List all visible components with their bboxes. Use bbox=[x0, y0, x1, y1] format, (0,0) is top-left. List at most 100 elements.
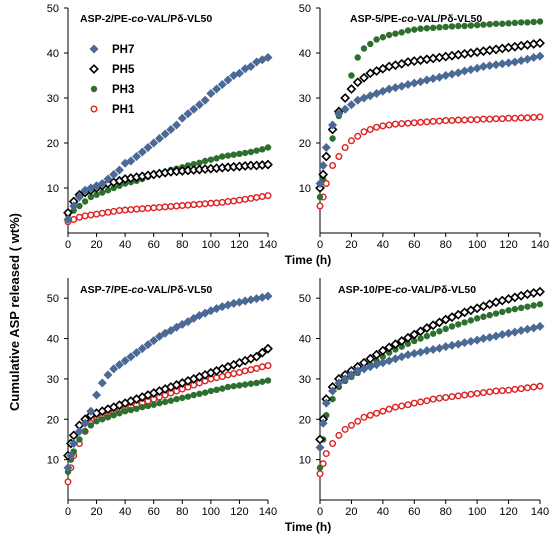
data-point-ph7 bbox=[114, 165, 124, 175]
data-point-ph3 bbox=[316, 464, 324, 471]
data-point-ph1 bbox=[385, 405, 393, 413]
data-point-ph3 bbox=[236, 150, 243, 157]
data-point-ph1 bbox=[138, 205, 146, 213]
data-point-ph1 bbox=[335, 431, 343, 439]
data-point-ph3 bbox=[524, 303, 531, 310]
data-point-ph1 bbox=[347, 421, 355, 429]
data-point-ph3 bbox=[156, 399, 163, 407]
data-point-ph7 bbox=[447, 340, 457, 350]
data-point-ph1 bbox=[230, 370, 238, 378]
data-point-ph3 bbox=[247, 380, 255, 387]
data-point-ph3 bbox=[536, 301, 544, 308]
data-point-ph7 bbox=[143, 143, 153, 152]
data-point-ph3 bbox=[429, 330, 437, 337]
data-point-ph1 bbox=[150, 204, 158, 212]
data-point-ph3 bbox=[411, 337, 418, 345]
data-point-ph1 bbox=[467, 116, 475, 124]
data-point-ph1 bbox=[536, 382, 544, 390]
data-point-ph1 bbox=[505, 114, 513, 122]
data-point-ph7 bbox=[535, 51, 545, 61]
legend: PH7 PH5 PH3 PH1 bbox=[89, 44, 135, 116]
data-point-ph7 bbox=[126, 156, 136, 166]
x-tick-label: 100 bbox=[202, 239, 220, 251]
data-point-ph3 bbox=[429, 24, 437, 31]
data-point-ph3 bbox=[385, 349, 393, 356]
data-point-ph1 bbox=[127, 206, 135, 214]
data-point-ph1 bbox=[410, 399, 418, 407]
data-point-ph1 bbox=[213, 199, 221, 207]
data-point-ph3 bbox=[173, 395, 180, 403]
data-point-ph7 bbox=[172, 120, 182, 130]
data-point-ph7 bbox=[466, 65, 476, 75]
data-point-ph3 bbox=[247, 148, 255, 156]
data-point-ph7 bbox=[200, 95, 210, 105]
data-point-ph3 bbox=[492, 310, 500, 317]
series-ph1 bbox=[316, 113, 544, 210]
y-tick-label: 10 bbox=[299, 183, 311, 195]
data-point-ph7 bbox=[504, 328, 514, 338]
data-point-ph3 bbox=[436, 24, 443, 31]
data-point-ph1 bbox=[423, 397, 431, 405]
data-point-ph1 bbox=[360, 413, 368, 421]
data-point-ph1 bbox=[454, 392, 462, 400]
y-tick-label: 40 bbox=[47, 334, 59, 346]
data-point-ph7 bbox=[466, 336, 476, 346]
x-tick-label: 120 bbox=[499, 239, 517, 251]
data-point-ph3 bbox=[184, 393, 192, 400]
data-point-ph5 bbox=[428, 320, 439, 331]
data-point-ph5 bbox=[403, 332, 413, 343]
data-point-ph7 bbox=[246, 295, 256, 305]
data-point-ph7 bbox=[535, 321, 545, 331]
data-point-ph3 bbox=[76, 202, 83, 210]
y-tick-label: 30 bbox=[47, 374, 59, 386]
data-point-ph7 bbox=[318, 161, 328, 170]
x-tick-label: 80 bbox=[440, 239, 452, 251]
data-point-ph1 bbox=[341, 425, 349, 433]
series-ph3 bbox=[316, 301, 544, 471]
data-point-ph3 bbox=[524, 19, 531, 26]
data-point-ph1 bbox=[264, 362, 272, 370]
data-point-ph3 bbox=[448, 323, 456, 330]
data-point-ph3 bbox=[442, 325, 449, 333]
data-point-ph1 bbox=[121, 206, 129, 214]
data-point-ph3 bbox=[530, 302, 537, 309]
data-point-ph7 bbox=[86, 406, 96, 416]
data-point-ph1 bbox=[391, 403, 399, 411]
x-tick-label: 140 bbox=[531, 239, 549, 251]
data-point-ph3 bbox=[505, 20, 512, 27]
x-tick-label: 60 bbox=[408, 239, 420, 251]
data-point-ph3 bbox=[348, 72, 355, 79]
data-point-ph1 bbox=[498, 115, 506, 123]
data-point-ph1 bbox=[155, 203, 163, 211]
data-point-ph3 bbox=[196, 159, 203, 166]
data-point-ph1 bbox=[335, 152, 343, 160]
data-point-ph1 bbox=[410, 119, 418, 127]
data-point-ph1 bbox=[329, 439, 337, 447]
data-point-ph1 bbox=[98, 209, 106, 217]
data-point-ph1 bbox=[523, 114, 531, 122]
data-point-ph1 bbox=[429, 117, 437, 125]
legend-marker-ph7 bbox=[89, 44, 99, 54]
data-point-ph1 bbox=[247, 194, 255, 202]
data-point-ph1 bbox=[241, 367, 249, 375]
data-point-ph3 bbox=[99, 189, 106, 196]
x-tick-label: 120 bbox=[230, 506, 248, 518]
data-point-ph3 bbox=[99, 416, 106, 423]
data-point-ph3 bbox=[499, 308, 506, 316]
data-point-ph3 bbox=[404, 27, 412, 34]
x-tick-label: 40 bbox=[377, 239, 389, 251]
x-tick-label: 20 bbox=[345, 506, 357, 518]
data-point-ph1 bbox=[479, 389, 487, 397]
data-point-ph7 bbox=[252, 294, 262, 304]
data-point-ph7 bbox=[132, 152, 142, 161]
data-point-ph3 bbox=[379, 34, 387, 41]
data-point-ph7 bbox=[384, 84, 394, 94]
data-point-ph7 bbox=[428, 74, 438, 84]
data-point-ph1 bbox=[398, 402, 406, 410]
data-point-ph5 bbox=[535, 286, 545, 297]
y-tick-label: 10 bbox=[299, 455, 311, 467]
data-point-ph1 bbox=[322, 450, 330, 458]
data-point-ph1 bbox=[435, 394, 443, 402]
data-point-ph1 bbox=[505, 386, 513, 394]
